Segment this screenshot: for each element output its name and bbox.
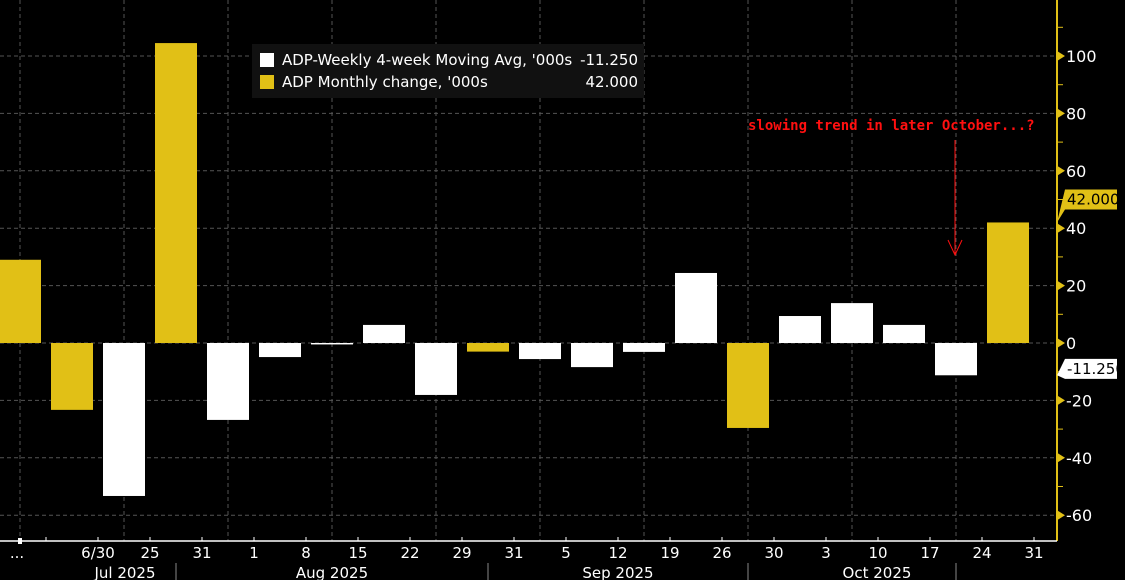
x-tick-label: 1	[249, 544, 259, 562]
annotation-text: slowing trend in later October...?	[748, 118, 1035, 134]
bar-monthly	[0, 259, 41, 343]
y-tick-label: 100	[1066, 47, 1097, 66]
x-tick-label: 30	[764, 544, 783, 562]
legend-label: ADP Monthly change, '000s	[282, 73, 488, 91]
legend-value: 42.000	[585, 73, 639, 91]
bar-weekly	[519, 343, 561, 360]
legend-value: -11.250	[580, 51, 638, 69]
x-month-label: Jul 2025	[93, 564, 155, 580]
bar-weekly	[415, 343, 457, 395]
bar-monthly	[51, 343, 93, 410]
y-tick-label: 0	[1066, 334, 1076, 353]
y-tick-label: 40	[1066, 219, 1086, 238]
x-tick-label: 17	[920, 544, 939, 562]
x-tick-label: 31	[1024, 544, 1043, 562]
y-tick-marker	[1057, 223, 1065, 234]
bar-weekly	[883, 324, 925, 343]
y-tick-label: -60	[1066, 506, 1092, 525]
y-tick-marker	[1057, 510, 1065, 521]
bar-weekly	[675, 272, 717, 343]
legend-item-monthly: ADP Monthly change, '000s 42.000	[260, 72, 638, 92]
x-tick-label: 3	[821, 544, 831, 562]
y-tick-marker	[1057, 452, 1065, 463]
legend-item-weekly: ADP-Weekly 4-week Moving Avg, '000s -11.…	[260, 50, 638, 70]
monthly-value-tag-bg	[1057, 189, 1117, 223]
y-tick-marker	[1057, 51, 1065, 61]
y-tick-marker	[1057, 338, 1065, 348]
legend: ADP-Weekly 4-week Moving Avg, '000s -11.…	[252, 44, 644, 98]
x-tick-label: 6/30	[81, 544, 115, 562]
bar-weekly	[207, 343, 249, 420]
x-tick-label: 19	[660, 544, 679, 562]
legend-swatch-white	[260, 53, 274, 67]
x-tick-label: 5	[561, 544, 571, 562]
bar-weekly	[623, 343, 665, 352]
x-tick-label: 31	[504, 544, 523, 562]
x-tick-label: 31	[192, 544, 211, 562]
x-month-label: Oct 2025	[843, 564, 912, 580]
x-tick-label: 15	[348, 544, 367, 562]
monthly-value-tag: 42.000	[1067, 191, 1120, 209]
x-tick-label: 29	[452, 544, 471, 562]
bar-monthly	[467, 343, 509, 352]
y-tick-label: 20	[1066, 277, 1086, 296]
y-tick-marker	[1057, 280, 1065, 291]
x-month-label: Sep 2025	[582, 564, 653, 580]
legend-swatch-yellow	[260, 75, 274, 89]
x-tick-label: 24	[972, 544, 991, 562]
y-tick-marker	[1057, 395, 1065, 406]
bar-monthly	[155, 43, 197, 344]
x-tick-label: 10	[868, 544, 887, 562]
x-month-label: Aug 2025	[296, 564, 368, 580]
y-tick-marker	[1057, 165, 1065, 176]
x-tick-label: 22	[400, 544, 419, 562]
x-tick-label: ...	[10, 544, 24, 562]
bar-monthly	[987, 222, 1029, 343]
bar-weekly	[571, 343, 613, 368]
bar-weekly	[311, 343, 353, 345]
x-tick-label: 8	[301, 544, 311, 562]
bar-weekly	[779, 316, 821, 343]
y-tick-label: -20	[1066, 391, 1092, 410]
y-tick-marker	[1057, 108, 1065, 119]
annotation-arrowhead	[947, 239, 963, 257]
y-tick-label: 60	[1066, 162, 1086, 181]
x-axis-start-marker	[18, 538, 22, 544]
weekly-value-tag-bg	[1057, 358, 1117, 379]
x-tick-label: 12	[608, 544, 627, 562]
bar-weekly	[259, 343, 301, 358]
bar-weekly	[103, 343, 145, 496]
y-tick-label: -40	[1066, 449, 1092, 468]
bar-weekly	[935, 343, 977, 376]
bar-weekly	[831, 303, 873, 343]
x-tick-label: 25	[140, 544, 159, 562]
bar-weekly	[363, 324, 405, 343]
weekly-value-tag: -11.250	[1067, 360, 1125, 378]
bar-monthly	[727, 343, 769, 428]
y-tick-label: 80	[1066, 104, 1086, 123]
x-tick-label: 26	[712, 544, 731, 562]
legend-label: ADP-Weekly 4-week Moving Avg, '000s	[282, 51, 573, 69]
